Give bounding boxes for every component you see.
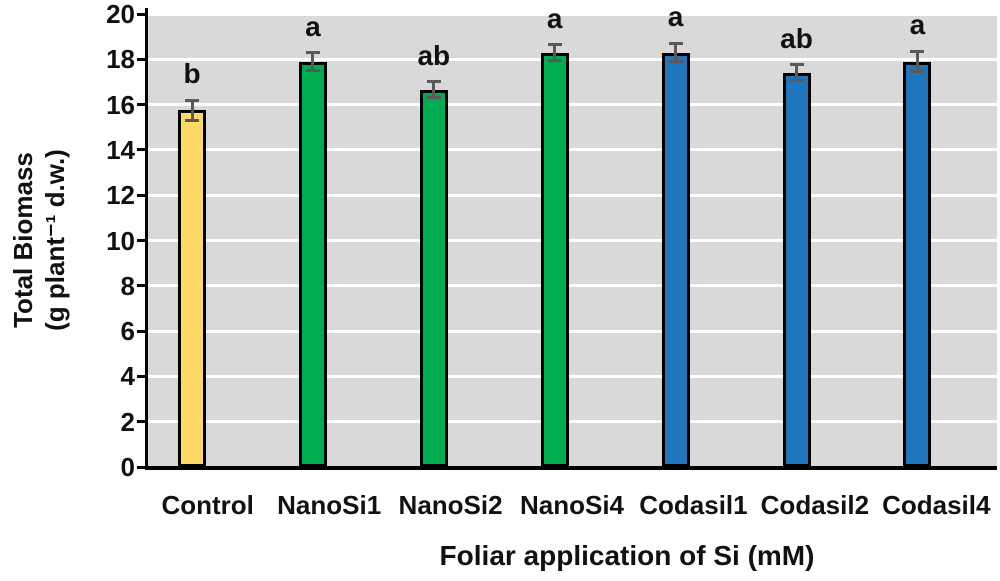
x-category-label: Codasil1 bbox=[639, 490, 748, 520]
error-bar-line bbox=[553, 44, 557, 61]
y-axis-tick bbox=[137, 148, 147, 152]
error-bar-cap-bottom bbox=[305, 69, 320, 73]
error-bar-cap-bottom bbox=[426, 96, 441, 100]
error-bar-cap-bottom bbox=[789, 79, 804, 83]
significance-letter: a bbox=[546, 2, 563, 34]
bar[interactable] bbox=[661, 52, 690, 467]
error-bar-cap-top bbox=[305, 51, 320, 54]
bar[interactable] bbox=[903, 61, 932, 467]
x-category-label: Codasil4 bbox=[882, 490, 991, 520]
error-bar-line bbox=[190, 100, 194, 121]
gridline bbox=[147, 329, 997, 333]
gridline bbox=[147, 420, 997, 424]
error-bar-cap-top bbox=[789, 63, 804, 67]
significance-letter: a bbox=[909, 9, 926, 41]
x-category-label: NanoSi1 bbox=[277, 490, 382, 520]
error-bar-cap-top bbox=[668, 41, 683, 45]
gridline bbox=[147, 193, 997, 197]
error-bar-cap-top bbox=[426, 80, 441, 84]
gridline bbox=[147, 103, 997, 107]
y-axis-tick bbox=[137, 420, 147, 424]
y-axis-title-line1: Total Biomass bbox=[8, 152, 38, 328]
y-axis-tick bbox=[137, 193, 147, 197]
y-tick-label: 16 bbox=[106, 89, 135, 120]
error-bar-cap-bottom bbox=[547, 58, 562, 62]
significance-letter: ab bbox=[780, 22, 813, 54]
y-tick-label: 6 bbox=[120, 316, 135, 347]
error-bar-cap-top bbox=[910, 49, 925, 53]
y-axis-tick bbox=[137, 374, 147, 378]
x-category-label: Codasil2 bbox=[760, 490, 870, 520]
x-category-label: Control bbox=[161, 490, 254, 520]
y-tick-label: 10 bbox=[106, 225, 135, 256]
significance-letter: a bbox=[667, 1, 684, 33]
error-bar-cap-bottom bbox=[910, 70, 925, 74]
gridline bbox=[147, 239, 997, 242]
error-bar-line bbox=[311, 52, 315, 71]
bar[interactable] bbox=[540, 52, 569, 467]
bar[interactable] bbox=[419, 89, 448, 467]
gridline bbox=[147, 12, 997, 16]
bar[interactable] bbox=[178, 110, 206, 467]
x-axis-title: Foliar application of Si (mM) bbox=[439, 540, 815, 571]
gridline bbox=[147, 284, 997, 288]
y-axis-tick bbox=[137, 57, 147, 61]
y-axis-tick bbox=[137, 329, 147, 333]
error-bar-cap-top bbox=[185, 98, 199, 102]
x-category-label: NanoSi2 bbox=[398, 490, 503, 520]
y-tick-label: 20 bbox=[106, 0, 135, 29]
significance-letter: ab bbox=[417, 39, 451, 71]
y-tick-label: 12 bbox=[106, 180, 135, 211]
y-tick-label: 2 bbox=[120, 406, 135, 437]
gridline bbox=[147, 148, 997, 152]
significance-letter: a bbox=[305, 10, 321, 42]
error-bar-line bbox=[432, 81, 436, 98]
error-bar-cap-top bbox=[547, 43, 562, 47]
error-bar-line bbox=[795, 64, 798, 81]
bar[interactable] bbox=[298, 61, 327, 467]
y-tick-label: 14 bbox=[106, 134, 135, 165]
y-axis-tick bbox=[137, 465, 147, 469]
significance-letter: b bbox=[183, 58, 201, 90]
y-tick-label: 18 bbox=[106, 44, 135, 75]
gridline bbox=[147, 374, 997, 378]
error-bar-line bbox=[674, 43, 678, 62]
y-axis-tick bbox=[137, 12, 147, 16]
y-axis-tick bbox=[137, 284, 147, 288]
error-bar-cap-bottom bbox=[668, 60, 683, 64]
y-axis-tick bbox=[137, 239, 147, 242]
x-category-label: NanoSi4 bbox=[519, 490, 625, 520]
y-tick-label: 8 bbox=[120, 270, 135, 301]
bar[interactable] bbox=[782, 72, 811, 467]
y-tick-label: 0 bbox=[120, 452, 135, 482]
x-axis-line bbox=[145, 466, 997, 470]
gridline bbox=[147, 57, 997, 61]
error-bar-cap-bottom bbox=[185, 118, 199, 122]
y-axis-tick bbox=[137, 103, 147, 107]
error-bar-line bbox=[915, 51, 919, 72]
y-axis-line bbox=[145, 8, 148, 470]
y-tick-label: 4 bbox=[120, 361, 135, 392]
